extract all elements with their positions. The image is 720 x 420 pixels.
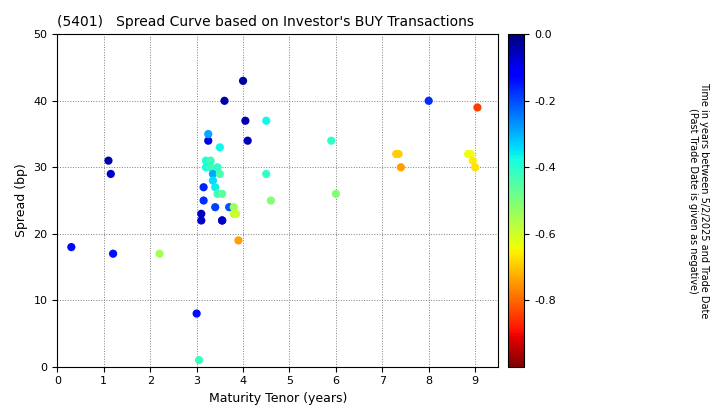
Point <box>261 171 272 177</box>
Point <box>233 237 244 244</box>
Point <box>217 191 228 197</box>
Point <box>107 250 119 257</box>
Point <box>207 171 219 177</box>
Point <box>193 357 204 363</box>
Point <box>200 164 212 171</box>
Point <box>462 151 474 158</box>
Point <box>196 217 207 224</box>
Point <box>325 137 337 144</box>
X-axis label: Maturity Tenor (years): Maturity Tenor (years) <box>209 392 347 405</box>
Text: (5401)   Spread Curve based on Investor's BUY Transactions: (5401) Spread Curve based on Investor's … <box>58 15 474 29</box>
Point <box>238 78 249 84</box>
Point <box>467 157 479 164</box>
Point <box>261 118 272 124</box>
Point <box>393 151 405 158</box>
Point <box>210 184 221 191</box>
Point <box>207 177 219 184</box>
Point <box>198 184 210 191</box>
Point <box>210 204 221 210</box>
Point <box>423 97 434 104</box>
Y-axis label: Spread (bp): Spread (bp) <box>15 164 28 237</box>
Point <box>214 171 225 177</box>
Point <box>204 164 216 171</box>
Point <box>191 310 202 317</box>
Y-axis label: Time in years between 5/2/2025 and Trade Date
(Past Trade Date is given as negat: Time in years between 5/2/2025 and Trade… <box>688 82 709 319</box>
Point <box>214 144 225 151</box>
Point <box>242 137 253 144</box>
Point <box>198 197 210 204</box>
Point <box>230 210 242 217</box>
Point <box>217 217 228 224</box>
Point <box>105 171 117 177</box>
Point <box>265 197 276 204</box>
Point <box>212 191 223 197</box>
Point <box>469 164 481 171</box>
Point <box>223 204 235 210</box>
Point <box>228 210 240 217</box>
Point <box>464 151 476 158</box>
Point <box>217 217 228 224</box>
Point <box>66 244 77 250</box>
Point <box>202 137 214 144</box>
Point <box>103 157 114 164</box>
Point <box>395 164 407 171</box>
Point <box>204 157 216 164</box>
Point <box>228 204 240 210</box>
Point <box>202 131 214 137</box>
Point <box>219 97 230 104</box>
Point <box>390 151 402 158</box>
Point <box>472 104 483 111</box>
Point <box>154 250 166 257</box>
Point <box>196 210 207 217</box>
Point <box>240 118 251 124</box>
Point <box>212 164 223 171</box>
Point <box>330 191 341 197</box>
Point <box>200 157 212 164</box>
